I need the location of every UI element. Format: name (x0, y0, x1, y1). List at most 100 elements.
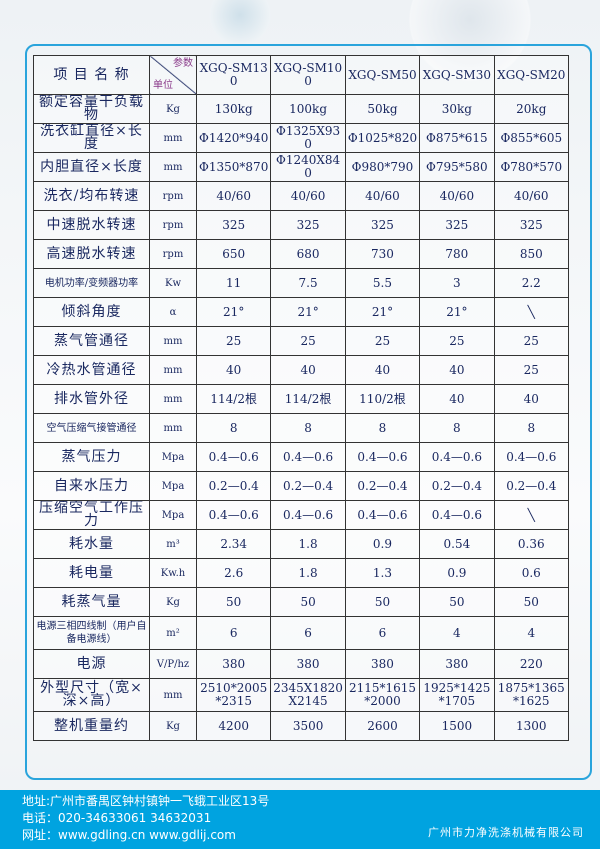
row-name: 压缩空气工作压力 (33, 500, 150, 530)
row-value: 0.4—0.6 (344, 500, 421, 530)
row-value: 110/2根 (344, 384, 421, 414)
row-value: Φ855*605 (493, 123, 570, 153)
row-value: 40 (419, 384, 495, 414)
row-value: 21° (270, 297, 346, 327)
row-value: 50 (344, 587, 421, 617)
table-row: 自来水压力 Mpa 0.2—0.4 0.2—0.4 0.2—0.4 0.2—0.4 0.2—… (33, 471, 570, 501)
row-value: 0.54 (419, 529, 495, 559)
row-name: 耗蒸气量 (33, 587, 150, 617)
row-value: 25 (419, 326, 495, 356)
row-value: 21° (195, 297, 272, 327)
row-value: 380 (419, 649, 495, 679)
row-value: 0.9 (419, 558, 495, 588)
row-value: 4 (419, 616, 495, 650)
row-name: 电机功率/变频器功率 (33, 268, 150, 298)
row-unit: rpm (149, 239, 197, 269)
footer-web: 网址：www.gdling.cn www.gdlij.com (22, 828, 236, 842)
row-unit: α (149, 297, 197, 327)
header-model: XGQ-SM100 (270, 55, 346, 95)
row-name: 冷热水管通径 (33, 355, 150, 385)
table-row: 蒸气管通径 mm 25 25 25 25 25 (33, 326, 570, 356)
row-unit: mm (149, 678, 197, 712)
row-value: 780 (419, 239, 495, 269)
row-name: 倾斜角度 (33, 297, 150, 327)
row-value: Φ1240X840 (270, 152, 346, 182)
row-value: 0.4—0.6 (493, 442, 570, 472)
row-value: 1300 (493, 711, 570, 741)
row-value: Φ1420*940 (195, 123, 272, 153)
row-value: 2.6 (195, 558, 272, 588)
row-value: 40 (270, 355, 346, 385)
row-name: 电源 (33, 649, 150, 679)
row-value: 40/60 (344, 181, 421, 211)
row-unit: Mpa (149, 442, 197, 472)
row-value: 2345X1820X2145 (270, 678, 346, 712)
table-row: 压缩空气工作压力 Mpa 0.4—0.6 0.4—0.6 0.4—0.6 0.4—0.6 ╲ (33, 500, 570, 530)
table-row: 耗蒸气量 Kg 50 50 50 50 50 (33, 587, 570, 617)
row-value: 0.36 (493, 529, 570, 559)
row-unit: Kw.h (149, 558, 197, 588)
row-value: 0.4—0.6 (419, 442, 495, 472)
row-value: 325 (270, 210, 346, 240)
row-value: 5.5 (344, 268, 421, 298)
row-value: 40/60 (270, 181, 346, 211)
table-row: 中速脱水转速 rpm 325 325 325 325 325 (33, 210, 570, 240)
row-value: 25 (344, 326, 421, 356)
row-value: 1500 (419, 711, 495, 741)
table-frame (25, 44, 592, 780)
row-name: 自来水压力 (33, 471, 150, 501)
row-value: Φ780*570 (493, 152, 570, 182)
row-value: 325 (493, 210, 570, 240)
row-value: 0.2—0.4 (270, 471, 346, 501)
row-value: 2600 (344, 711, 421, 741)
row-name: 外型尺寸（宽×深×高） (33, 678, 150, 712)
row-value: 3500 (270, 711, 346, 741)
row-value: 325 (344, 210, 421, 240)
row-value: 4 (493, 616, 570, 650)
row-value: 3 (419, 268, 495, 298)
table-row: 高速脱水转速 rpm 650 680 730 780 850 (33, 239, 570, 269)
row-value: 1.8 (270, 558, 346, 588)
row-value: 0.4—0.6 (419, 500, 495, 530)
row-value: 0.4—0.6 (270, 500, 346, 530)
header-model: XGQ-SM50 (344, 55, 421, 95)
row-value: Φ795*580 (419, 152, 495, 182)
row-unit: mm (149, 326, 197, 356)
table-row: 电机功率/变频器功率 Kw 11 7.5 5.5 3 2.2 (33, 268, 570, 298)
row-unit: mm (149, 384, 197, 414)
row-name: 耗水量 (33, 529, 150, 559)
row-unit: V/P/hz (149, 649, 197, 679)
row-value: 0.6 (493, 558, 570, 588)
row-unit: m² (149, 616, 197, 650)
row-value: 730 (344, 239, 421, 269)
row-value: 2115*1615*2000 (344, 678, 421, 712)
row-value: 21° (419, 297, 495, 327)
spec-table: 项 目 名 称 参数 单位 XGQ-SM130 XGQ-SM100 XGQ-SM5… (33, 55, 570, 741)
row-value: 380 (270, 649, 346, 679)
row-value: 130kg (195, 94, 272, 124)
row-value: 380 (195, 649, 272, 679)
row-name: 中速脱水转速 (33, 210, 150, 240)
row-value: 8 (344, 413, 421, 443)
table-row: 整机重量约 Kg 4200 3500 2600 1500 1300 (33, 711, 570, 741)
row-value: ╲ (493, 500, 570, 530)
row-value: 50 (493, 587, 570, 617)
row-value: 8 (270, 413, 346, 443)
table-row: 耗电量 Kw.h 2.6 1.8 1.3 0.9 0.6 (33, 558, 570, 588)
row-value: 30kg (419, 94, 495, 124)
row-value: 0.4—0.6 (344, 442, 421, 472)
row-unit: rpm (149, 181, 197, 211)
row-unit: m³ (149, 529, 197, 559)
table-header-row: 项 目 名 称 参数 单位 XGQ-SM130 XGQ-SM100 XGQ-SM5… (33, 55, 570, 95)
row-value: 6 (195, 616, 272, 650)
row-value: 0.2—0.4 (344, 471, 421, 501)
row-value: 100kg (270, 94, 346, 124)
row-value: Φ980*790 (344, 152, 421, 182)
row-value: 40 (493, 384, 570, 414)
row-name: 洗衣/均布转速 (33, 181, 150, 211)
row-value: 850 (493, 239, 570, 269)
row-value: 0.2—0.4 (195, 471, 272, 501)
row-value: 114/2根 (195, 384, 272, 414)
row-unit: Kg (149, 587, 197, 617)
row-value: 1925*1425*1705 (419, 678, 495, 712)
